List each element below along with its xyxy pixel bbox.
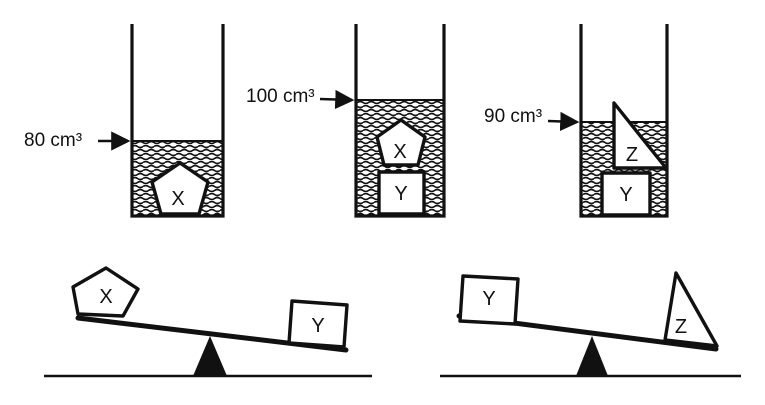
level-arrow	[547, 111, 580, 132]
triangle-z	[663, 271, 719, 348]
balance-1: X Y	[44, 266, 372, 378]
volume-label: 80 cm³	[24, 130, 82, 151]
square-y	[600, 171, 652, 217]
object-label: Y	[482, 288, 495, 310]
object-label: Y	[619, 184, 632, 206]
fulcrum	[576, 336, 608, 376]
object-label: Y	[311, 315, 324, 337]
cylinder-2: Y X 100 cm³	[246, 24, 446, 218]
pentagon-x	[71, 266, 140, 318]
object-label: X	[393, 141, 406, 163]
fulcrum	[193, 336, 227, 376]
pentagon-x	[150, 161, 210, 216]
cylinder-2-walls	[354, 24, 446, 218]
pentagon-x	[375, 118, 427, 167]
square-y	[458, 274, 520, 326]
object-label: Z	[675, 316, 687, 338]
triangle-z	[612, 101, 668, 170]
cylinder-1-walls	[130, 24, 225, 218]
volume-label: 100 cm³	[246, 86, 315, 107]
level-arrow	[319, 89, 355, 110]
cylinder-1: X 80 cm³	[24, 24, 225, 218]
square-y	[287, 299, 349, 349]
object-label: Z	[626, 144, 638, 166]
object-label: X	[99, 286, 112, 308]
volume-label: 90 cm³	[484, 106, 542, 127]
square-y	[377, 170, 426, 216]
object-label: Y	[394, 183, 407, 205]
balance-2: Y Z	[440, 271, 741, 378]
cylinder-3: Y Z 90 cm³	[484, 24, 669, 218]
object-label: X	[171, 188, 184, 210]
